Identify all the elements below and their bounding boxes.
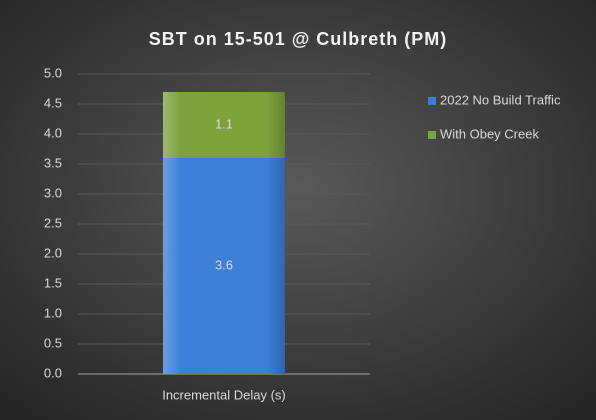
y-tick-label: 5.0 [44,65,62,80]
y-tick-label: 2.5 [44,215,62,230]
legend-swatch [428,97,436,105]
y-tick-label: 3.0 [44,185,62,200]
y-tick-label: 4.0 [44,125,62,140]
y-tick-label: 2.0 [44,245,62,260]
y-tick-label: 1.0 [44,305,62,320]
data-label: 1.1 [215,116,233,131]
chart-title: SBT on 15-501 @ Culbreth (PM) [149,29,448,49]
x-tick-label: Incremental Delay (s) [162,387,286,402]
legend-label: With Obey Creek [440,126,539,141]
y-tick-label: 1.5 [44,275,62,290]
legend-label: 2022 No Build Traffic [440,92,561,107]
y-tick-label: 3.5 [44,155,62,170]
y-tick-label: 0.5 [44,335,62,350]
y-tick-label: 0.0 [44,365,62,380]
bar-shade [163,92,285,158]
bar-shade [163,158,285,374]
y-tick-label: 4.5 [44,95,62,110]
data-label: 3.6 [215,257,233,272]
legend-swatch [428,131,436,139]
